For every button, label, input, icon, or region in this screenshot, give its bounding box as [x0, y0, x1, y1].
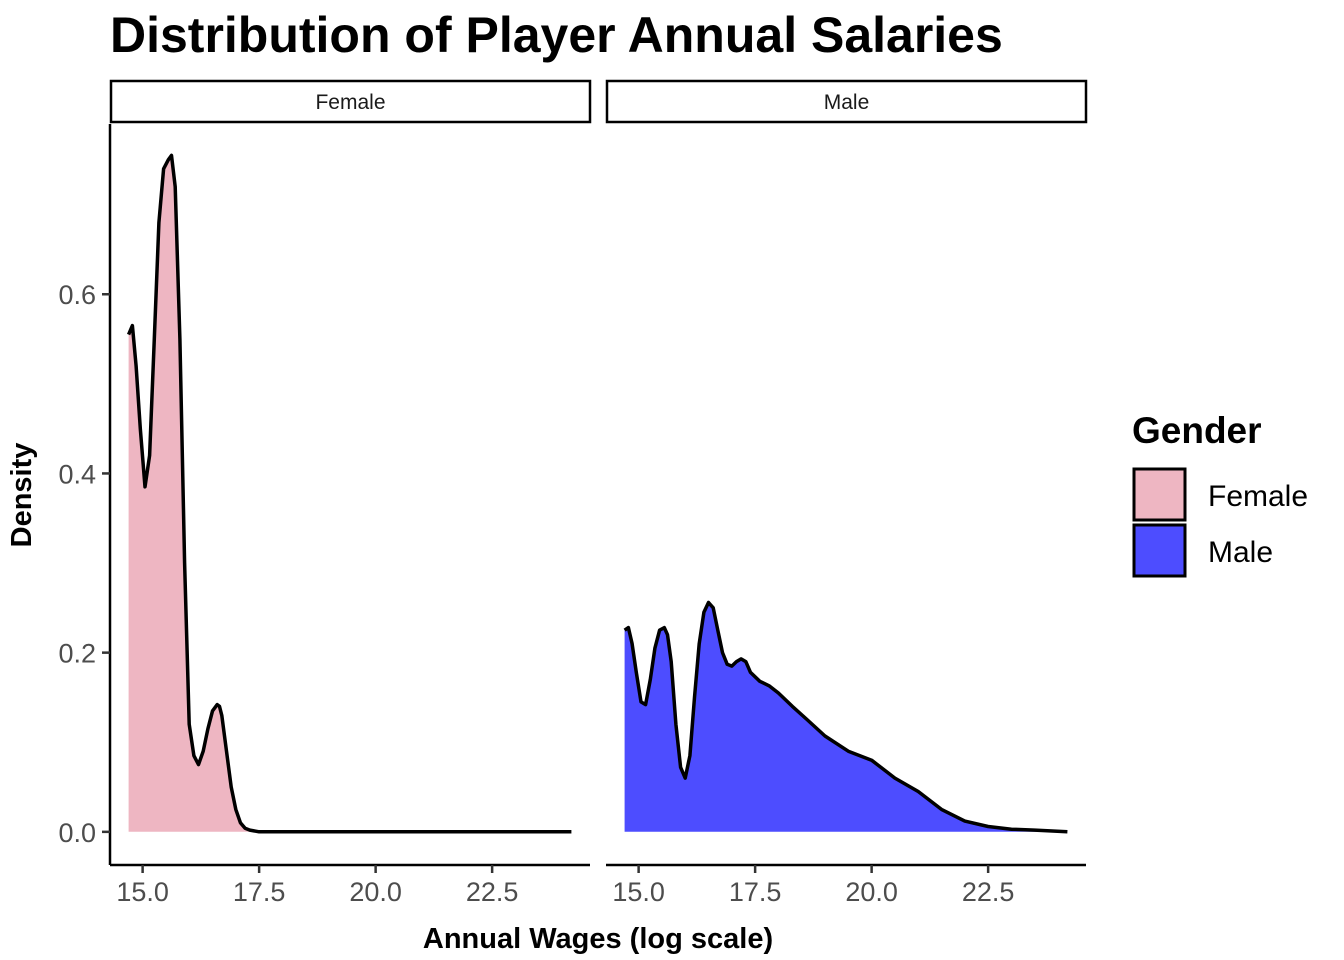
- x-tick-label-female: 22.5: [466, 877, 519, 907]
- density-line-male: [623, 600, 1068, 834]
- y-tick-label: 0.6: [58, 280, 96, 310]
- legend-key-male: [1132, 523, 1187, 578]
- x-tick-label-male: 15.0: [612, 877, 665, 907]
- y-axis-title: Density: [6, 443, 38, 548]
- x-axis-female: 15.0 17.5 20.0 22.5: [110, 863, 590, 907]
- legend-key-female: [1132, 467, 1187, 522]
- x-tick-label-female: 15.0: [116, 877, 169, 907]
- y-tick-label: 0.2: [58, 639, 96, 669]
- legend-title: Gender: [1132, 410, 1262, 451]
- y-tick-label: 0.4: [58, 459, 96, 489]
- legend-label-female: Female: [1208, 480, 1308, 513]
- density-area-male: [624, 602, 1068, 832]
- y-axis: 0.0 0.2 0.4 0.6: [58, 124, 112, 865]
- x-tick-label-female: 17.5: [233, 877, 286, 907]
- x-tick-label-male: 20.0: [845, 877, 898, 907]
- density-line-female: [126, 153, 572, 834]
- x-tick-label-female: 20.0: [349, 877, 402, 907]
- x-tick-label-male: 17.5: [729, 877, 782, 907]
- panel-male: [623, 600, 1068, 834]
- facet-strip-female: Female: [109, 79, 592, 124]
- panel-female: [126, 153, 572, 834]
- y-tick-label: 0.0: [58, 818, 96, 848]
- legend-label-male: Male: [1208, 536, 1273, 569]
- facet-label-female: Female: [315, 91, 385, 114]
- x-axis-title: Annual Wages (log scale): [423, 923, 773, 955]
- facet-label-male: Male: [824, 91, 870, 114]
- x-axis-male: 15.0 17.5 20.0 22.5: [606, 863, 1086, 907]
- legend: Gender Female Male: [1132, 410, 1308, 578]
- density-area-female: [128, 155, 572, 832]
- facet-strip-male: Male: [605, 79, 1088, 124]
- chart-title: Distribution of Player Annual Salaries: [110, 7, 1003, 63]
- x-tick-label-male: 22.5: [962, 877, 1015, 907]
